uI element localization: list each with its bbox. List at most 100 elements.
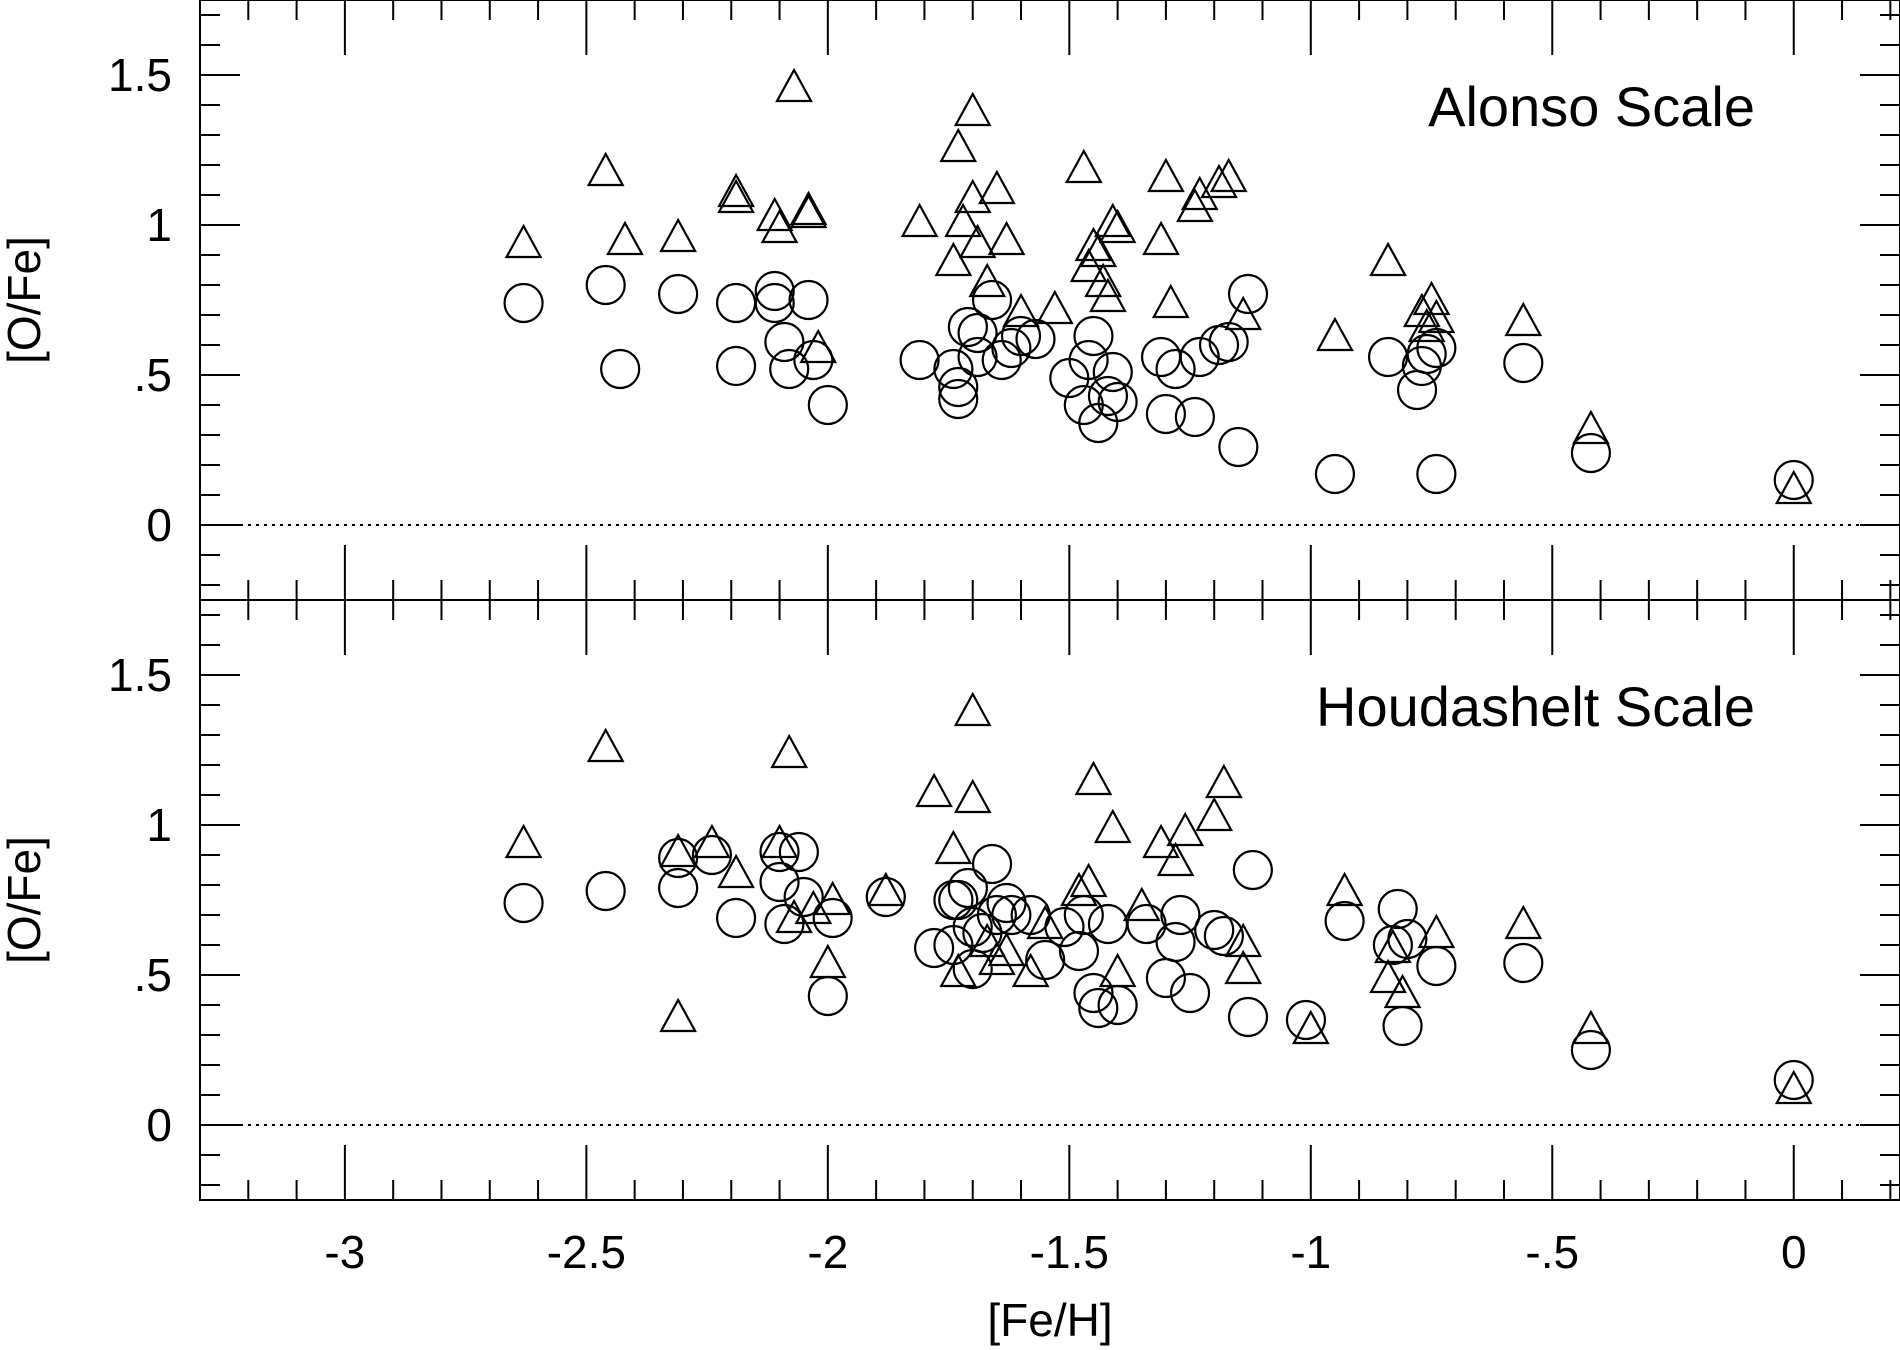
bottom-triangle-point	[1572, 1009, 1610, 1045]
bottom-triangle-point	[1291, 1009, 1330, 1045]
top-triangle-point	[760, 208, 799, 244]
bottom-panel-title: Houdashelt Scale	[1316, 675, 1755, 738]
bottom-triangle-point	[1383, 973, 1422, 1009]
top-panel-title: Alonso Scale	[1428, 75, 1755, 138]
top-circle-point	[957, 336, 998, 378]
bottom-circle-point	[1203, 915, 1244, 957]
bottom-triangle-point	[775, 898, 813, 934]
bottom-circle-point	[1227, 996, 1269, 1038]
bottom-triangle-point	[978, 940, 1016, 976]
bottom-circle-point	[585, 870, 626, 912]
bottom-circle-point	[1285, 999, 1327, 1041]
bottom-triangle-point	[953, 778, 992, 814]
top-triangle-point	[1316, 316, 1354, 352]
bottom-triangle-point	[1142, 823, 1180, 859]
top-triangle-point	[1093, 202, 1132, 238]
bottom-y-tick-label: 1	[146, 799, 172, 851]
bottom-circle-point	[1503, 942, 1544, 984]
bottom-circle-point	[715, 897, 757, 939]
bottom-circle-point	[865, 876, 906, 918]
bottom-triangle-point	[1224, 949, 1263, 985]
bottom-circle-point	[759, 861, 800, 903]
top-triangle-point	[1200, 163, 1238, 199]
bottom-triangle-point	[1369, 958, 1407, 994]
top-triangle-point	[987, 220, 1026, 256]
bottom-circle-point	[1073, 972, 1114, 1014]
top-triangle-point	[1142, 220, 1180, 256]
top-triangle-point	[1774, 469, 1813, 505]
bottom-y-tick-label: 1.5	[108, 649, 172, 701]
top-circle-point	[715, 282, 757, 324]
bottom-circle-point	[812, 897, 853, 939]
top-triangle-point	[1369, 241, 1407, 277]
top-circle-point	[1073, 315, 1114, 357]
bottom-triangle-point	[934, 829, 973, 865]
x-tick-label: -.5	[1525, 1226, 1579, 1278]
top-circle-point	[1087, 375, 1129, 417]
top-triangle-point	[1417, 298, 1456, 334]
top-y-tick-label: .5	[134, 349, 172, 401]
top-y-axis-title: [O/Fe]	[0, 236, 50, 364]
bottom-triangle-point	[1325, 871, 1364, 907]
bottom-circle-point	[1382, 1005, 1423, 1047]
bottom-triangle-point	[1156, 841, 1195, 877]
bottom-circle-point	[1044, 906, 1085, 948]
bottom-triangle-point	[808, 943, 847, 979]
x-tick-label: -2.5	[547, 1226, 626, 1278]
top-triangle-point	[944, 202, 982, 238]
bottom-circle-point	[1416, 945, 1457, 987]
top-circle-point	[971, 279, 1013, 321]
bottom-triangle-point	[968, 922, 1007, 958]
top-y-tick-label: 1	[146, 199, 172, 251]
top-circle-point	[600, 348, 641, 390]
bottom-triangle-point	[717, 853, 755, 889]
bottom-circle-point	[658, 867, 699, 909]
top-circle-point	[933, 348, 974, 390]
bottom-triangle-point	[659, 997, 697, 1033]
bottom-circle-point	[1155, 921, 1196, 963]
top-circle-point	[585, 264, 626, 306]
top-circle-point	[957, 312, 998, 354]
top-triangle-point	[1098, 208, 1137, 244]
top-triangle-point	[1572, 409, 1610, 445]
bottom-circle-point	[691, 834, 733, 876]
top-triangle-point	[1176, 187, 1214, 223]
top-circle-point	[658, 273, 699, 315]
top-circle-point	[1570, 432, 1612, 474]
top-triangle-point	[799, 328, 838, 364]
bottom-circle-point	[1169, 972, 1211, 1014]
top-circle-point	[1097, 381, 1138, 423]
bottom-triangle-point	[770, 733, 809, 769]
top-circle-point	[769, 348, 810, 390]
top-triangle-point	[1035, 289, 1074, 325]
ticks-layer	[200, 0, 1900, 1200]
bottom-triangle-point	[1374, 928, 1412, 964]
bottom-triangle-point	[693, 823, 731, 859]
top-circle-point	[1068, 339, 1109, 381]
top-triangle-point	[1147, 157, 1185, 193]
bottom-triangle-point	[1060, 871, 1098, 907]
top-triangle-point	[1151, 283, 1190, 319]
bottom-circle-point	[976, 894, 1017, 936]
bottom-triangle-point	[987, 931, 1026, 967]
top-circle-point	[1367, 336, 1409, 378]
bottom-triangle-point	[1011, 952, 1050, 988]
bottom-circle-point	[1773, 1059, 1814, 1101]
bottom-circle-point	[807, 975, 848, 1017]
top-triangle-point	[1074, 226, 1113, 262]
top-circle-point	[981, 339, 1022, 381]
x-axis-title: [Fe/H]	[987, 1294, 1112, 1346]
bottom-circle-point	[1377, 888, 1418, 930]
bottom-circle-point	[991, 894, 1032, 936]
bottom-circle-point	[971, 843, 1013, 885]
bottom-triangle-point	[1074, 760, 1113, 796]
top-triangle-point	[1089, 277, 1127, 313]
top-circle-point	[991, 327, 1032, 369]
bottom-triangle-point	[1093, 808, 1132, 844]
top-triangle-point	[606, 220, 644, 256]
bottom-y-axis-title: [O/Fe]	[0, 836, 50, 964]
bottom-circle-point	[503, 882, 544, 924]
top-y-tick-label: 1.5	[108, 49, 172, 101]
top-points	[503, 67, 1814, 505]
top-circle-point	[1503, 342, 1544, 384]
